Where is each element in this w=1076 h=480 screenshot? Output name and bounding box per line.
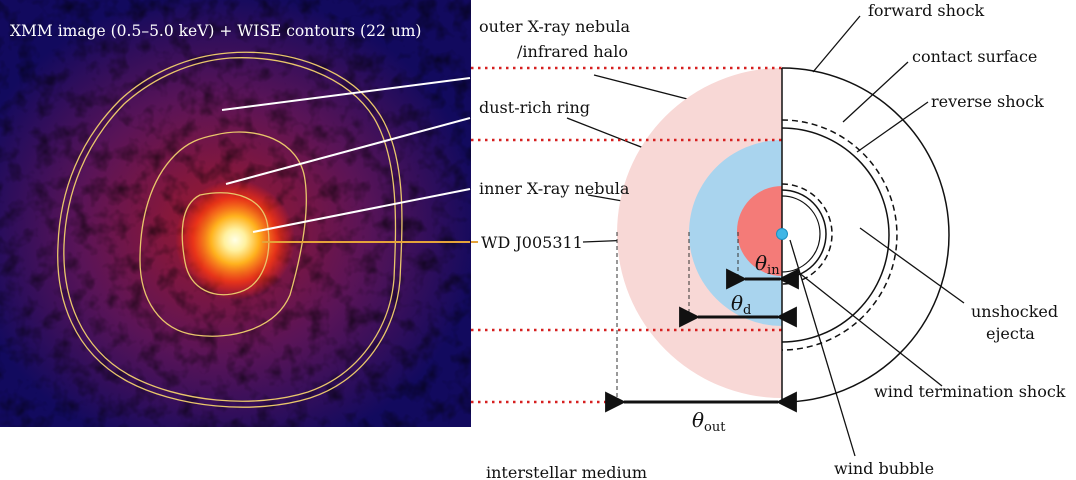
wind-bubble-outer-arc	[781, 183, 833, 285]
theta-in-sub: in	[767, 263, 780, 278]
label-outer-nebula-2: /infrared halo	[517, 42, 628, 61]
pointer-inner-nebula	[252, 188, 471, 233]
pointer-wind-termination	[797, 271, 943, 387]
wise-contours	[57, 51, 403, 408]
label-outer-nebula-1: outer X-ray nebula	[479, 17, 631, 36]
pointer-reverse-shock	[856, 101, 929, 153]
label-dust-ring: dust-rich ring	[479, 98, 590, 117]
label-wind-bubble: wind bubble	[834, 459, 934, 478]
theta-out-sub: out	[704, 420, 726, 435]
theta-out-symbol: θ	[692, 408, 704, 432]
theta-d-symbol: θ	[731, 291, 743, 315]
label-wind-termination: wind termination shock	[874, 382, 1066, 401]
shock-pointer-lines	[789, 15, 965, 457]
pointer-wind-bubble	[789, 239, 856, 457]
label-reverse-shock: reverse shock	[931, 92, 1044, 111]
xray-core-emission	[175, 180, 295, 300]
pointer-contact-surface	[842, 61, 909, 123]
label-wd: WD J005311	[481, 233, 583, 252]
pointer-forward-shock	[812, 15, 861, 73]
theta-in-symbol: θ	[755, 251, 767, 275]
theta-in-label: θin	[755, 251, 780, 278]
contour-inner	[181, 192, 270, 296]
contour-middle	[139, 131, 307, 337]
wd-dot	[776, 228, 788, 240]
forward-shock-arc	[781, 67, 950, 403]
shock-structure	[781, 67, 950, 403]
pointer-dust-ring	[225, 117, 471, 185]
label-forward-shock: forward shock	[868, 1, 985, 20]
contact-surface-arc	[781, 119, 898, 351]
xray-image-panel: XMM image (0.5–5.0 keV) + WISE contours …	[0, 0, 471, 427]
nebula-schematic	[617, 68, 782, 398]
pointer-outer-nebula	[221, 77, 471, 111]
theta-d-sub: d	[743, 303, 751, 318]
theta-d-label: θd	[731, 291, 751, 318]
radius-markers	[616, 232, 739, 400]
label-contact-surface: contact surface	[912, 47, 1037, 66]
reverse-shock-arc	[781, 127, 890, 343]
image-caption: XMM image (0.5–5.0 keV) + WISE contours …	[10, 22, 421, 40]
text-labels: outer X-ray nebula /infrared halo dust-r…	[479, 1, 1066, 480]
theta-out-label: θout	[692, 408, 726, 435]
label-unshocked-2: ejecta	[986, 324, 1035, 343]
pointer-unshocked-ejecta	[859, 227, 965, 304]
label-inner-nebula: inner X-ray nebula	[479, 179, 630, 198]
label-unshocked-1: unshocked	[971, 302, 1058, 321]
image-pointer-lines	[221, 77, 471, 233]
label-ism: interstellar medium	[486, 463, 647, 480]
angle-arrows	[605, 268, 799, 413]
inner-nebula-region	[737, 186, 782, 276]
contour-outer	[57, 51, 403, 408]
contour-outer-2	[63, 57, 397, 402]
